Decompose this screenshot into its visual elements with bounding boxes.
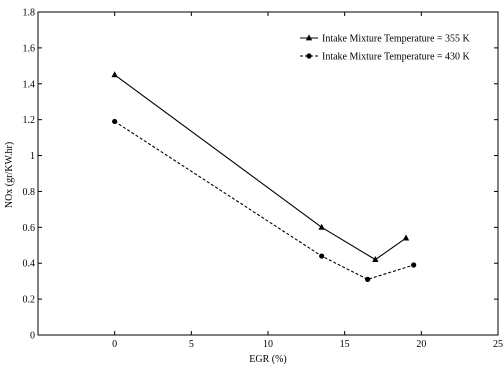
data-point — [402, 234, 410, 241]
series-2 — [112, 118, 417, 282]
series-layer — [111, 71, 417, 282]
legend-marker — [306, 53, 312, 59]
legend-entry: Intake Mixture Temperature = 355 K — [300, 34, 471, 45]
data-point — [365, 276, 371, 282]
series-line — [114, 121, 414, 280]
x-tick-label: 0 — [112, 339, 117, 350]
x-tick-label: 5 — [189, 339, 194, 350]
y-tick-label: 1.6 — [23, 43, 36, 54]
y-tick-label: 0.6 — [23, 223, 36, 234]
x-axis-label: EGR (%) — [249, 354, 287, 365]
y-tick-label: 0.8 — [23, 187, 36, 198]
y-axis-ticks: 0 0.2 0.4 0.6 0.8 1 1.2 1.4 1.6 1.8 — [23, 8, 498, 342]
y-tick-label: 1 — [30, 151, 35, 162]
data-point — [411, 262, 417, 268]
x-tick-label: 20 — [416, 339, 426, 350]
y-tick-label: 1.8 — [23, 8, 36, 19]
series-line — [114, 74, 407, 261]
x-tick-label: 10 — [263, 339, 273, 350]
y-tick-label: 0.2 — [23, 295, 36, 306]
data-point — [318, 223, 325, 230]
legend-entry: Intake Mixture Temperature = 430 K — [300, 52, 471, 63]
data-point — [372, 256, 379, 263]
x-axis-ticks: 0 5 10 15 20 25 — [112, 12, 503, 350]
y-axis-label: NOx (gr/KW.hr) — [4, 142, 15, 208]
data-point — [111, 71, 118, 78]
legend-label: Intake Mixture Temperature = 355 K — [322, 34, 471, 45]
x-tick-label: 25 — [493, 339, 503, 350]
legend-label: Intake Mixture Temperature = 430 K — [322, 52, 471, 63]
y-tick-label: 1.2 — [23, 115, 36, 126]
y-tick-label: 0.4 — [23, 259, 36, 270]
y-tick-label: 1.4 — [23, 79, 36, 90]
data-point — [319, 253, 325, 259]
legend-marker — [305, 34, 313, 41]
x-tick-label: 15 — [340, 339, 350, 350]
series-1 — [111, 71, 410, 263]
legend: Intake Mixture Temperature = 355 K Intake… — [300, 34, 471, 63]
data-point — [112, 118, 118, 125]
y-tick-label: 0 — [30, 331, 35, 342]
